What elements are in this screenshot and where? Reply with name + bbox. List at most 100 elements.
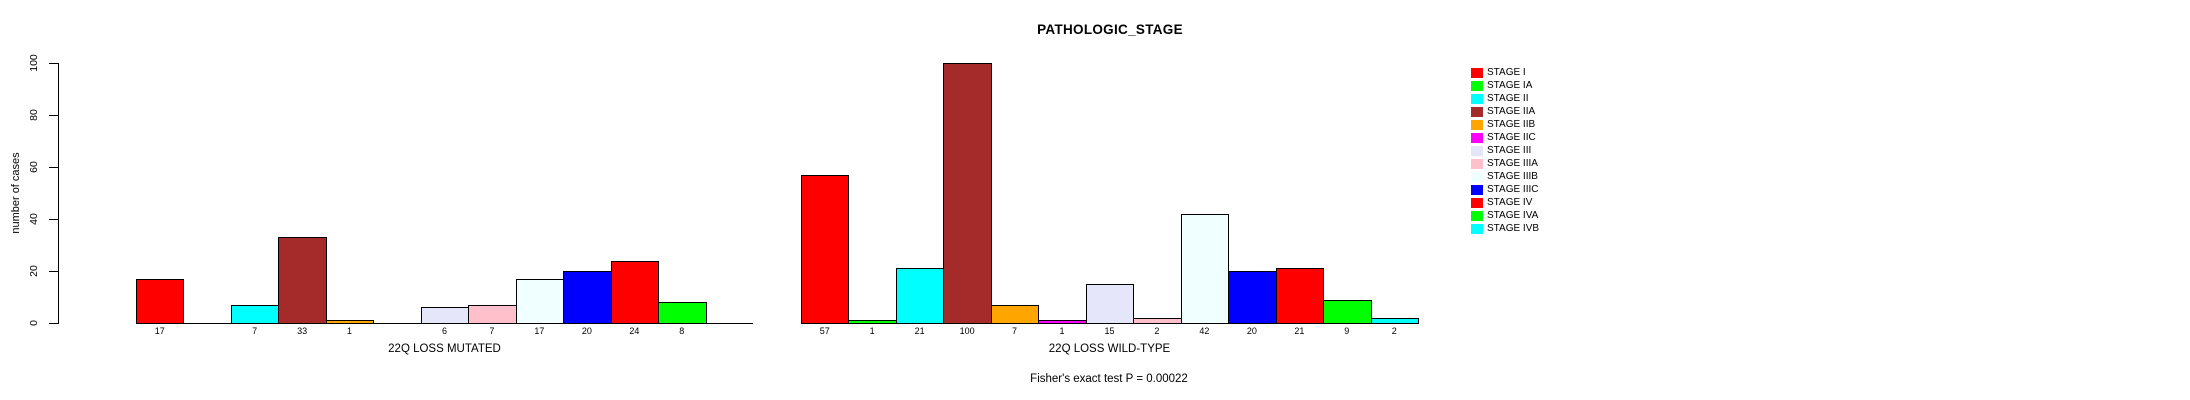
legend-swatch-stage-iib [1471, 119, 1483, 130]
y-tick-label: 40 [28, 213, 40, 225]
bar-value-label: 57 [819, 326, 830, 336]
bar-value-label: 2 [1154, 326, 1160, 336]
legend-label: STAGE IIIA [1487, 158, 1538, 169]
bar-value-label: 2 [1391, 326, 1397, 336]
bar-value-label: 7 [252, 326, 258, 336]
bar-value-label: 21 [1294, 326, 1305, 336]
legend-item: STAGE IVB [1471, 222, 1539, 235]
bar-value-label: 17 [534, 326, 545, 336]
legend-swatch-stage-iiib [1471, 171, 1483, 182]
legend-item: STAGE IIIA [1471, 157, 1539, 170]
bar-value-label: 6 [441, 326, 447, 336]
bar-value-label: 15 [1104, 326, 1115, 336]
legend-item: STAGE IV [1471, 196, 1539, 209]
bar-22q-loss-wild-type-stage-iii [1085, 284, 1135, 324]
bar-22q-loss-mutated-stage-iib [325, 320, 375, 324]
bar-value-label: 1 [1059, 326, 1065, 336]
bar-value-label: 42 [1199, 326, 1210, 336]
y-tick-mark [49, 63, 58, 64]
legend-label: STAGE III [1487, 145, 1532, 156]
legend-swatch-stage-iv [1471, 197, 1483, 208]
bar-value-label: 33 [297, 326, 308, 336]
legend-label: STAGE IV [1487, 197, 1533, 208]
bar-22q-loss-wild-type-stage-iv [1275, 268, 1325, 324]
bar-22q-loss-wild-type-stage-iiia [1133, 317, 1182, 324]
bar-22q-loss-wild-type-stage-iib [990, 304, 1040, 324]
bar-22q-loss-wild-type-stage-ia [848, 320, 897, 324]
bar-value-label: 20 [581, 326, 592, 336]
legend-item: STAGE IA [1471, 79, 1539, 92]
bar-22q-loss-wild-type-stage-iva [1323, 299, 1372, 324]
bar-22q-loss-mutated-stage-iv [610, 260, 660, 324]
panel-22q-loss-mutated [136, 63, 753, 324]
legend-label: STAGE I [1487, 67, 1526, 78]
legend-label: STAGE IIA [1487, 106, 1536, 117]
bar-value-label: 1 [347, 326, 353, 336]
bar-value-label: 9 [1344, 326, 1350, 336]
bar-value-label: 100 [959, 326, 975, 336]
y-tick-mark [49, 323, 58, 324]
legend-swatch-stage-i [1471, 67, 1483, 78]
y-tick-label: 100 [28, 54, 40, 72]
bar-22q-loss-wild-type-stage-ii [895, 268, 945, 324]
y-tick-label: 80 [28, 109, 40, 121]
chart-title: PATHOLOGIC_STAGE [1037, 22, 1183, 37]
legend: STAGE I STAGE IA STAGE II STAGE IIA STAGE II… [1471, 66, 1539, 235]
y-tick-mark [49, 115, 58, 116]
x-axis-label-mutated: 22Q LOSS MUTATED [388, 343, 501, 355]
legend-label: STAGE IVB [1487, 223, 1540, 234]
legend-item: STAGE IIC [1471, 131, 1539, 144]
y-tick-mark [49, 271, 58, 272]
y-axis-label: number of cases [10, 152, 22, 234]
legend-item: STAGE III [1471, 144, 1539, 157]
legend-item: STAGE IIB [1471, 118, 1539, 131]
bar-22q-loss-wild-type-stage-iiic [1228, 271, 1277, 324]
bar-value-label: 20 [1246, 326, 1257, 336]
legend-swatch-stage-iiic [1471, 184, 1483, 195]
bar-value-label: 7 [489, 326, 495, 336]
legend-item: STAGE I [1471, 66, 1539, 79]
legend-swatch-stage-ivb [1471, 223, 1483, 234]
bar-22q-loss-mutated-stage-iiib [515, 278, 565, 324]
bar-value-label: 21 [914, 326, 925, 336]
bar-22q-loss-mutated-stage-iva [658, 302, 707, 324]
legend-item: STAGE IIIC [1471, 183, 1539, 196]
y-axis-line [58, 63, 59, 324]
legend-item: STAGE IVA [1471, 209, 1539, 222]
fisher-test-annotation: Fisher's exact test P = 0.00022 [1030, 373, 1188, 385]
y-tick-label: 0 [28, 320, 40, 326]
bar-22q-loss-wild-type-stage-i [801, 174, 850, 324]
legend-label: STAGE IIIB [1487, 171, 1538, 182]
legend-item: STAGE II [1471, 92, 1539, 105]
y-tick-label: 20 [28, 265, 40, 277]
legend-item: STAGE IIIB [1471, 170, 1539, 183]
legend-label: STAGE IA [1487, 80, 1533, 91]
legend-swatch-stage-iic [1471, 132, 1483, 143]
bar-22q-loss-wild-type-stage-iic [1038, 320, 1087, 324]
bar-22q-loss-wild-type-stage-ivb [1370, 317, 1419, 324]
bar-22q-loss-mutated-stage-iiia [468, 304, 517, 324]
legend-swatch-stage-iva [1471, 210, 1483, 221]
legend-item: STAGE IIA [1471, 105, 1539, 118]
bar-22q-loss-mutated-stage-iii [420, 307, 470, 324]
bar-22q-loss-wild-type-stage-iia [943, 63, 992, 324]
legend-swatch-stage-iia [1471, 106, 1483, 117]
x-axis-label-wild-type: 22Q LOSS WILD-TYPE [1048, 343, 1171, 355]
y-tick-mark [49, 167, 58, 168]
bar-22q-loss-mutated-stage-iiic [563, 271, 612, 324]
bar-value-label: 7 [1012, 326, 1018, 336]
bar-22q-loss-mutated-stage-i [136, 278, 185, 324]
legend-swatch-stage-iii [1471, 145, 1483, 156]
legend-label: STAGE II [1487, 93, 1529, 104]
bar-value-label: 8 [679, 326, 685, 336]
bar-value-label: 1 [869, 326, 875, 336]
y-tick-mark [49, 219, 58, 220]
bar-22q-loss-mutated-stage-ii [230, 304, 280, 324]
legend-swatch-stage-ii [1471, 93, 1483, 104]
legend-label: STAGE IVA [1487, 210, 1539, 221]
legend-swatch-stage-ia [1471, 80, 1483, 91]
legend-label: STAGE IIB [1487, 119, 1536, 130]
legend-label: STAGE IIIC [1487, 184, 1539, 195]
y-tick-label: 60 [28, 161, 40, 173]
